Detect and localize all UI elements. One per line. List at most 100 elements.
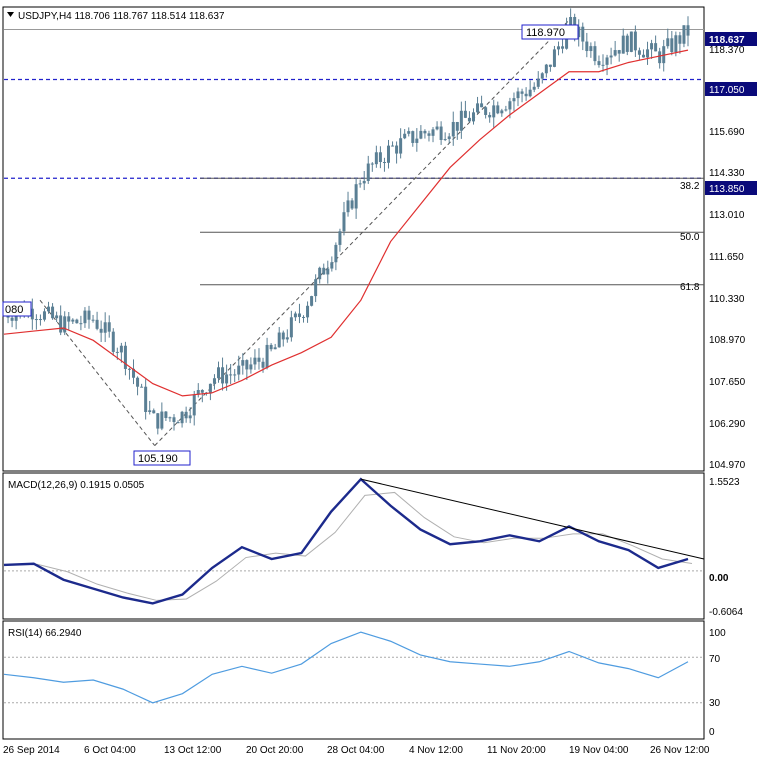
price-bar-body [532, 86, 536, 90]
price-bar-body [682, 25, 686, 44]
price-bar-body [366, 163, 370, 181]
macd-tick: 0.00 [709, 573, 729, 584]
low-label: 105.190 [138, 453, 178, 465]
price-bar-body [14, 313, 18, 321]
price-bar-body [338, 231, 342, 245]
price-bar-body [67, 316, 71, 322]
price-bar-body [79, 323, 83, 325]
price-bar-body [463, 110, 467, 118]
swing-line [39, 299, 156, 446]
price-bar-body [253, 357, 257, 365]
rsi-plot [3, 631, 704, 704]
y-tick: 115.690 [709, 127, 745, 138]
price-bar-body [528, 89, 532, 97]
price-bar-body [589, 46, 593, 52]
price-bar-body [42, 311, 46, 320]
price-bar-body [613, 50, 617, 56]
price-bar-body [370, 163, 374, 165]
price-bar-body [156, 413, 160, 429]
price-bar-body [597, 61, 601, 66]
price-bar-body [625, 35, 629, 52]
price-bar-body [212, 378, 216, 384]
price-bar-body [310, 296, 314, 306]
price-bar-body [686, 25, 690, 36]
hline-1-label: 117.050 [709, 85, 745, 96]
fib-382-label: 38.2 [680, 181, 700, 192]
y-tick: 108.970 [709, 335, 746, 346]
price-bar-body [306, 305, 310, 318]
price-bar-body [180, 411, 184, 424]
macd-header: MACD(12,26,9) 0.1915 0.0505 [8, 480, 145, 491]
macd-signal-line [7, 491, 693, 601]
price-bar-body [87, 310, 91, 320]
price-bar-body [415, 138, 419, 143]
fib-500-label: 50.0 [680, 232, 700, 243]
price-bar-body [641, 54, 645, 58]
price-bar-body [354, 184, 358, 209]
price-bar-body [140, 386, 144, 388]
price-bar-body [447, 136, 451, 140]
price-bar-body [459, 110, 463, 131]
x-tick: 28 Oct 04:00 [327, 745, 385, 756]
y-tick: 111.650 [709, 252, 744, 263]
price-bar-body [508, 101, 512, 110]
price-bar-body [289, 317, 293, 338]
price-bar-body [621, 35, 625, 54]
price-bar-body [629, 31, 633, 52]
price-bar-body [601, 64, 605, 66]
price-bar-body [172, 417, 176, 423]
price-bar-body [561, 46, 565, 49]
price-bar-body [407, 131, 411, 134]
price-bar-body [297, 313, 301, 317]
price-bar-body [419, 130, 423, 139]
price-bar-body [439, 126, 443, 140]
price-bar-body [577, 26, 581, 38]
price-bar-body [95, 319, 99, 329]
rsi-header: RSI(14) 66.2940 [8, 628, 82, 639]
x-tick: 20 Oct 20:00 [246, 745, 304, 756]
price-bar-body [378, 152, 382, 163]
price-bar-body [208, 383, 212, 394]
price-bar-body [55, 315, 59, 319]
y-tick: 114.330 [709, 168, 745, 179]
rsi-line [3, 631, 689, 704]
price-bar-body [386, 145, 390, 163]
collapse-triangle-icon[interactable] [7, 12, 14, 17]
price-bar-body [609, 55, 613, 58]
price-bar-body [241, 360, 245, 366]
rsi-tick: 30 [709, 698, 721, 709]
price-bar-body [322, 267, 326, 275]
price-bar-body [136, 377, 140, 387]
macd-trendline [360, 478, 705, 560]
price-bar-body [221, 367, 225, 384]
price-bar-body [91, 319, 95, 321]
price-bar-body [423, 130, 427, 134]
price-bar-body [431, 129, 435, 136]
price-bar-body [382, 162, 386, 164]
macd-tick: 1.5523 [709, 477, 740, 488]
price-bar-body [411, 131, 415, 143]
price-bar-body [148, 410, 152, 412]
price-bar-body [318, 267, 322, 280]
price-bar-body [119, 345, 123, 353]
price-bar-body [540, 73, 544, 79]
price-bar-body [160, 411, 164, 429]
price-bar-body [427, 133, 431, 136]
price-bar-body [395, 145, 399, 154]
price-bar-body [196, 390, 200, 395]
price-bar-body [504, 109, 508, 111]
y-tick: 118.370 [709, 45, 745, 56]
price-bar-body [403, 133, 407, 139]
hline-2-box [705, 181, 757, 195]
price-bar-body [605, 57, 609, 65]
price-bar-body [666, 38, 670, 47]
y-tick: 104.970 [709, 460, 746, 471]
price-bar-body [34, 319, 38, 321]
hline-1-box [705, 82, 757, 96]
fib-618-label: 61.8 [680, 282, 700, 293]
price-bar-body [471, 112, 475, 122]
price-bar-body [115, 351, 119, 353]
price-bar-body [569, 17, 573, 26]
